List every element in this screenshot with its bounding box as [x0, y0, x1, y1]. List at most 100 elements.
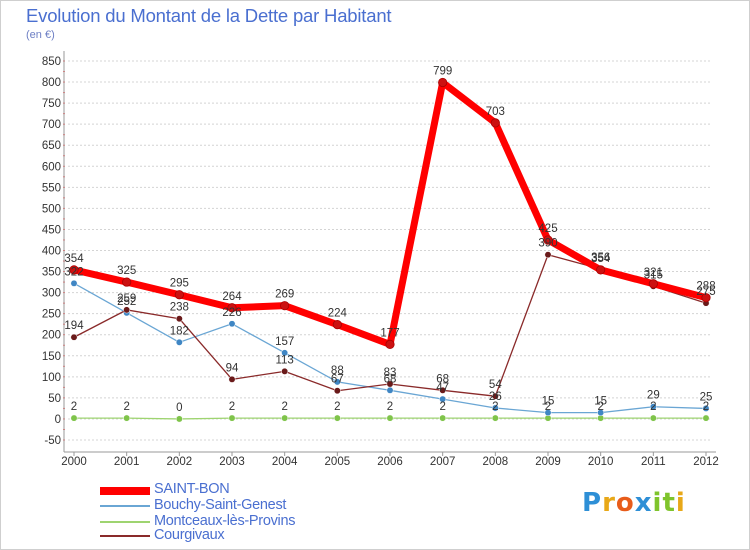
data-label: 325 [117, 265, 136, 277]
logo-letter: i [675, 488, 686, 518]
data-point [702, 414, 710, 422]
logo-letter: r [602, 488, 616, 518]
data-point [649, 403, 657, 411]
data-point [491, 404, 499, 412]
data-point [701, 293, 711, 303]
data-point [649, 414, 657, 422]
logo-letter: x [634, 488, 653, 518]
data-label: 113 [275, 354, 293, 366]
data-point [490, 118, 500, 128]
data-point [491, 392, 499, 400]
data-point [386, 414, 394, 422]
data-label: 354 [64, 253, 84, 265]
x-tick-labels: 2000 2001 2002 2003 2004 2005 2006 2007 2008 2009… [61, 456, 719, 468]
data-label: 269 [275, 289, 294, 301]
data-point [333, 378, 341, 386]
data-point [333, 387, 341, 395]
data-point [175, 338, 183, 346]
y-tick-label: 250 [42, 309, 61, 321]
logo-letter: t [662, 488, 676, 518]
y-tick-label: 300 [42, 288, 61, 300]
legend-swatch-montceaux-les-provins [100, 521, 150, 523]
chart-subtitle: (en €) [26, 29, 55, 41]
data-label: 2 [71, 401, 77, 413]
data-point [123, 414, 131, 422]
logo-letter: P [582, 488, 603, 518]
data-point [70, 414, 78, 422]
y-tick-label: -50 [44, 435, 61, 447]
data-point [175, 315, 183, 323]
data-point [228, 414, 236, 422]
data-point [228, 320, 236, 328]
y-tick-label: 200 [42, 330, 61, 342]
data-label: 29 [647, 390, 660, 402]
legend-swatch-courgivaux [100, 535, 150, 537]
data-label: 15 [542, 396, 555, 408]
data-label: 390 [538, 238, 557, 250]
y-tick-label: 850 [42, 56, 61, 68]
data-label: 2 [229, 401, 235, 413]
data-label: 799 [433, 65, 452, 77]
x-tick-label: 2007 [430, 456, 456, 468]
data-label: 157 [275, 336, 294, 348]
legend-label-bouchy-saint-genest: Bouchy-Saint-Genest [154, 497, 287, 513]
y-tick-label: 550 [42, 182, 61, 194]
data-point [123, 306, 131, 314]
x-tick-label: 2002 [167, 456, 193, 468]
y-tick-label: 100 [42, 372, 61, 384]
data-label: 47 [436, 382, 449, 394]
x-tick-label: 2005 [325, 456, 351, 468]
data-label: 15 [594, 396, 607, 408]
chart-title: Evolution du Montant de la Dette par Hab… [26, 5, 392, 26]
data-point [122, 277, 132, 287]
data-label: 224 [328, 308, 348, 320]
y-tick-label: 0 [55, 414, 61, 426]
data-point [280, 301, 290, 311]
data-point [596, 265, 606, 275]
data-point [544, 409, 552, 417]
legend-swatch-bouchy-saint-genest [100, 505, 150, 507]
data-label: 88 [331, 365, 344, 377]
y-tick-label: 350 [42, 267, 61, 279]
data-label: 0 [176, 402, 182, 414]
y-tick-label: 150 [42, 351, 61, 363]
data-label: 2 [703, 401, 709, 413]
data-point [439, 386, 447, 394]
data-label: 2 [281, 401, 287, 413]
data-label: 68 [384, 373, 397, 385]
data-label: 322 [64, 266, 83, 278]
data-label: 275 [696, 286, 715, 298]
legend-swatch-saint-bon [100, 487, 150, 495]
legend-label-montceaux-les-provins: Montceaux-lès-Provins [154, 513, 296, 529]
legend-label-courgivaux: Courgivaux [154, 527, 225, 543]
data-point [544, 251, 552, 259]
data-label: 2 [387, 401, 393, 413]
data-point [70, 279, 78, 287]
y-tick-label: 800 [42, 77, 61, 89]
data-label: 182 [170, 325, 189, 337]
data-label: 67 [331, 374, 344, 386]
data-label: 2 [545, 401, 551, 413]
data-point [228, 375, 236, 383]
y-tick-label: 50 [48, 393, 61, 405]
y-tick-label: 600 [42, 161, 61, 173]
y-tick-label: 400 [42, 246, 61, 258]
data-point [386, 386, 394, 394]
data-point [648, 279, 658, 289]
y-tick-label: 750 [42, 98, 61, 110]
data-point [491, 414, 499, 422]
data-label: 54 [489, 379, 502, 391]
x-tick-label: 2003 [219, 456, 245, 468]
x-tick-label: 2011 [641, 456, 666, 468]
data-point [174, 290, 184, 300]
data-point [175, 415, 183, 423]
data-label: 194 [64, 320, 84, 332]
data-label: 356 [591, 252, 610, 264]
data-label: 321 [644, 267, 663, 279]
data-point [597, 409, 605, 417]
data-label: 94 [226, 362, 239, 374]
data-label: 26 [489, 391, 502, 403]
data-label: 252 [117, 296, 136, 308]
series-layer [69, 77, 711, 423]
